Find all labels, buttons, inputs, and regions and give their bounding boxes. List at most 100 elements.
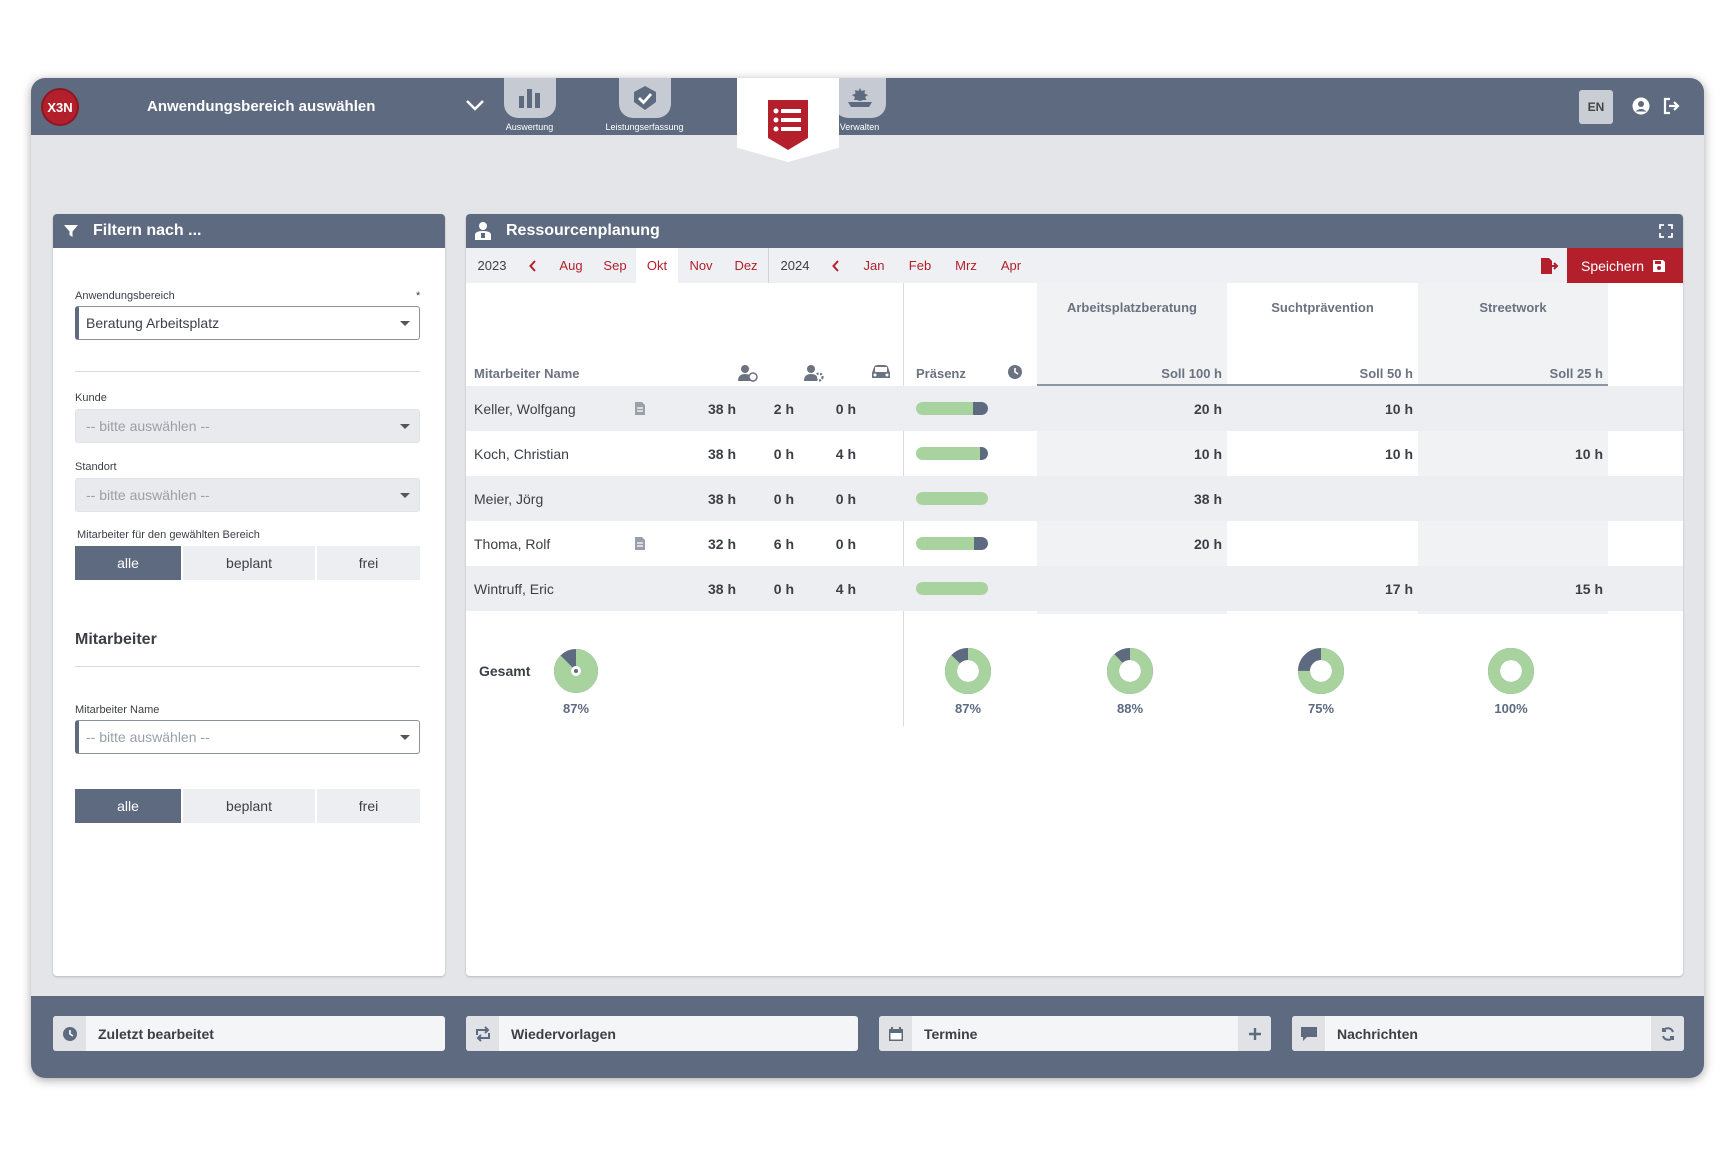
hours-contract: 38 h xyxy=(707,490,736,507)
prev-month-button[interactable] xyxy=(518,248,548,283)
language-button[interactable]: EN xyxy=(1579,90,1613,124)
caret-down-icon xyxy=(400,735,410,740)
toggle-beplant[interactable]: beplant xyxy=(183,546,315,580)
standort-select[interactable]: -- bitte auswählen -- xyxy=(75,478,420,512)
prev-month-button[interactable] xyxy=(821,248,851,283)
month-dez[interactable]: Dez xyxy=(734,258,758,273)
ressourcenplanung-title: Ressourcenplanung xyxy=(506,222,660,239)
caret-down-icon xyxy=(400,493,410,498)
hours-streetwork[interactable] xyxy=(1418,521,1603,566)
nav-tab-verwalten[interactable]: Verwalten xyxy=(802,78,917,135)
ressourcenplanung-panel: Ressourcenplanung 2023 Aug Sep Okt Nov D… xyxy=(466,214,1683,976)
hours-contract: 32 h xyxy=(707,535,736,552)
month-apr[interactable]: Apr xyxy=(1000,258,1022,273)
bottom-label: Nachrichten xyxy=(1337,1025,1418,1042)
filter-panel-title: Filtern nach ... xyxy=(93,222,202,239)
mitarbeiter-section-title: Mitarbeiter xyxy=(75,631,157,648)
hours-suchtpraevention[interactable] xyxy=(1227,521,1413,566)
month-okt[interactable]: Okt xyxy=(636,248,678,283)
chevron-left-icon xyxy=(832,259,839,272)
mitarbeiter-name-label: Mitarbeiter Name xyxy=(75,704,160,716)
user-clock-icon xyxy=(738,365,758,382)
hours-contract: 38 h xyxy=(707,400,736,417)
hours-arbeitsplatzberatung[interactable] xyxy=(1037,566,1222,611)
user-icon[interactable] xyxy=(1631,96,1651,116)
presence-bar xyxy=(916,537,988,550)
hours-streetwork[interactable] xyxy=(1418,386,1603,431)
mitarbeiter-bereich-toggle: alle beplant frei xyxy=(75,546,420,580)
presence-bar xyxy=(916,402,988,415)
list-icon xyxy=(768,100,808,150)
hours-arbeitsplatzberatung[interactable]: 38 h xyxy=(1193,490,1222,507)
area-heading-streetwork: Streetwork xyxy=(1479,300,1547,315)
presence-bar xyxy=(916,492,988,505)
hours-arbeitsplatzberatung[interactable]: 20 h xyxy=(1193,535,1222,552)
document-icon[interactable] xyxy=(634,401,646,416)
employee-name: Keller, Wolfgang xyxy=(474,400,576,417)
donut-percentage: 87% xyxy=(954,701,982,716)
bottom-label: Wiedervorlagen xyxy=(511,1025,616,1042)
toggle-beplant[interactable]: beplant xyxy=(183,789,315,823)
presence-bar-fill xyxy=(972,402,988,415)
hours-suchtpraevention[interactable]: 17 h xyxy=(1384,580,1413,597)
month-feb[interactable]: Feb xyxy=(908,258,932,273)
main-nav: Auswertung Leistungserfassung Verwalten xyxy=(472,78,917,135)
toggle-frei[interactable]: frei xyxy=(317,789,420,823)
kunde-select[interactable]: -- bitte auswählen -- xyxy=(75,409,420,443)
donut-chart xyxy=(945,648,991,694)
bar-chart-icon xyxy=(503,78,556,118)
logout-icon[interactable] xyxy=(1662,96,1682,116)
refresh-nachrichten-button[interactable] xyxy=(1651,1016,1684,1051)
month-mrz[interactable]: Mrz xyxy=(955,258,977,273)
anwendungsbereich-select[interactable]: Beratung Arbeitsplatz xyxy=(75,306,420,340)
area-column-shade xyxy=(1418,283,1608,614)
hours-suchtpraevention[interactable]: 10 h xyxy=(1384,400,1413,417)
month-aug[interactable]: Aug xyxy=(559,258,583,273)
save-button[interactable]: Speichern xyxy=(1567,248,1683,283)
toggle-alle[interactable]: alle xyxy=(75,789,181,823)
bottom-wiedervorlagen[interactable]: Wiedervorlagen xyxy=(466,1016,858,1051)
hours-streetwork[interactable]: 10 h xyxy=(1574,445,1603,462)
bottom-termine[interactable]: Termine xyxy=(879,1016,1271,1051)
hours-streetwork[interactable]: 15 h xyxy=(1574,580,1603,597)
user-gear-icon xyxy=(804,365,824,382)
hours-arbeitsplatzberatung[interactable]: 10 h xyxy=(1193,445,1222,462)
filter-panel: Filtern nach ... Anwendungsbereich * Ber… xyxy=(53,214,445,976)
month-sep[interactable]: Sep xyxy=(603,258,627,273)
document-icon[interactable] xyxy=(634,536,646,551)
bottom-zuletzt-bearbeitet[interactable]: Zuletzt bearbeitet xyxy=(53,1016,445,1051)
fullscreen-icon[interactable] xyxy=(1659,224,1673,238)
floppy-disk-icon xyxy=(1653,259,1666,272)
month-jan[interactable]: Jan xyxy=(863,258,885,273)
bottom-nachrichten[interactable]: Nachrichten xyxy=(1292,1016,1684,1051)
toggle-frei[interactable]: frei xyxy=(317,546,420,580)
mitarbeiter-name-select[interactable]: -- bitte auswählen -- xyxy=(75,720,420,754)
add-termin-button[interactable] xyxy=(1238,1016,1271,1051)
toggle-alle[interactable]: alle xyxy=(75,546,181,580)
area-selector-dropdown[interactable]: Anwendungsbereich auswählen xyxy=(105,78,495,135)
hours-arbeitsplatzberatung[interactable]: 20 h xyxy=(1193,400,1222,417)
nav-tab-auswertung[interactable]: Auswertung xyxy=(472,78,587,135)
nav-tab-ressourcenplanung-active[interactable] xyxy=(737,78,839,162)
area-heading-suchtpraevention: Suchtprävention xyxy=(1271,300,1374,315)
donut-value xyxy=(945,648,991,694)
export-icon[interactable] xyxy=(1539,257,1559,275)
gear-hand-icon xyxy=(833,78,886,118)
hours-other: 0 h xyxy=(773,445,794,462)
donut-chart xyxy=(554,649,598,693)
divider xyxy=(1037,384,1608,386)
standort-label: Standort xyxy=(75,461,117,473)
user-group-icon xyxy=(475,222,491,240)
hours-streetwork[interactable] xyxy=(1418,476,1603,521)
nav-tab-label: Verwalten xyxy=(839,122,880,132)
hours-suchtpraevention[interactable]: 10 h xyxy=(1384,445,1413,462)
month-nov[interactable]: Nov xyxy=(689,258,713,273)
hours-suchtpraevention[interactable] xyxy=(1227,476,1413,521)
nav-tab-leistungserfassung[interactable]: Leistungserfassung xyxy=(587,78,702,135)
check-shield-icon xyxy=(618,78,671,118)
